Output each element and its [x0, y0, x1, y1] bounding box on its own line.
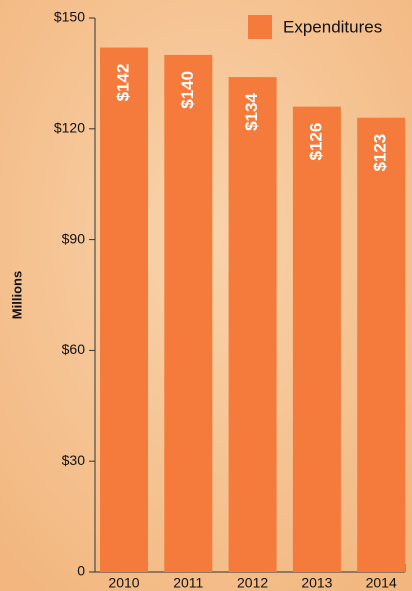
x-tick-label: 2012: [237, 575, 268, 591]
value-label: $123: [371, 134, 390, 172]
value-label: $140: [178, 71, 197, 109]
bar: [100, 47, 148, 572]
y-tick-label: $30: [62, 452, 86, 468]
y-tick-label: $120: [54, 120, 85, 136]
y-tick-label: $90: [62, 230, 86, 246]
bar: [357, 117, 406, 572]
bar: [164, 54, 213, 572]
bar: [292, 106, 341, 572]
value-label: $126: [306, 123, 325, 161]
y-tick-label: $60: [62, 341, 86, 357]
value-label: $134: [242, 93, 261, 131]
x-tick-label: 2010: [108, 575, 139, 591]
bar: [228, 77, 277, 573]
x-tick-label: 2011: [173, 575, 203, 591]
x-tick-label: 2013: [301, 575, 332, 591]
y-axis-label: Millions: [9, 271, 24, 319]
legend-label: Expenditures: [283, 17, 382, 36]
y-tick-label: $150: [54, 9, 85, 25]
legend-swatch: [248, 15, 272, 39]
x-tick-label: 2014: [366, 575, 397, 591]
y-tick-label: 0: [77, 563, 85, 579]
value-label: $142: [113, 64, 132, 102]
